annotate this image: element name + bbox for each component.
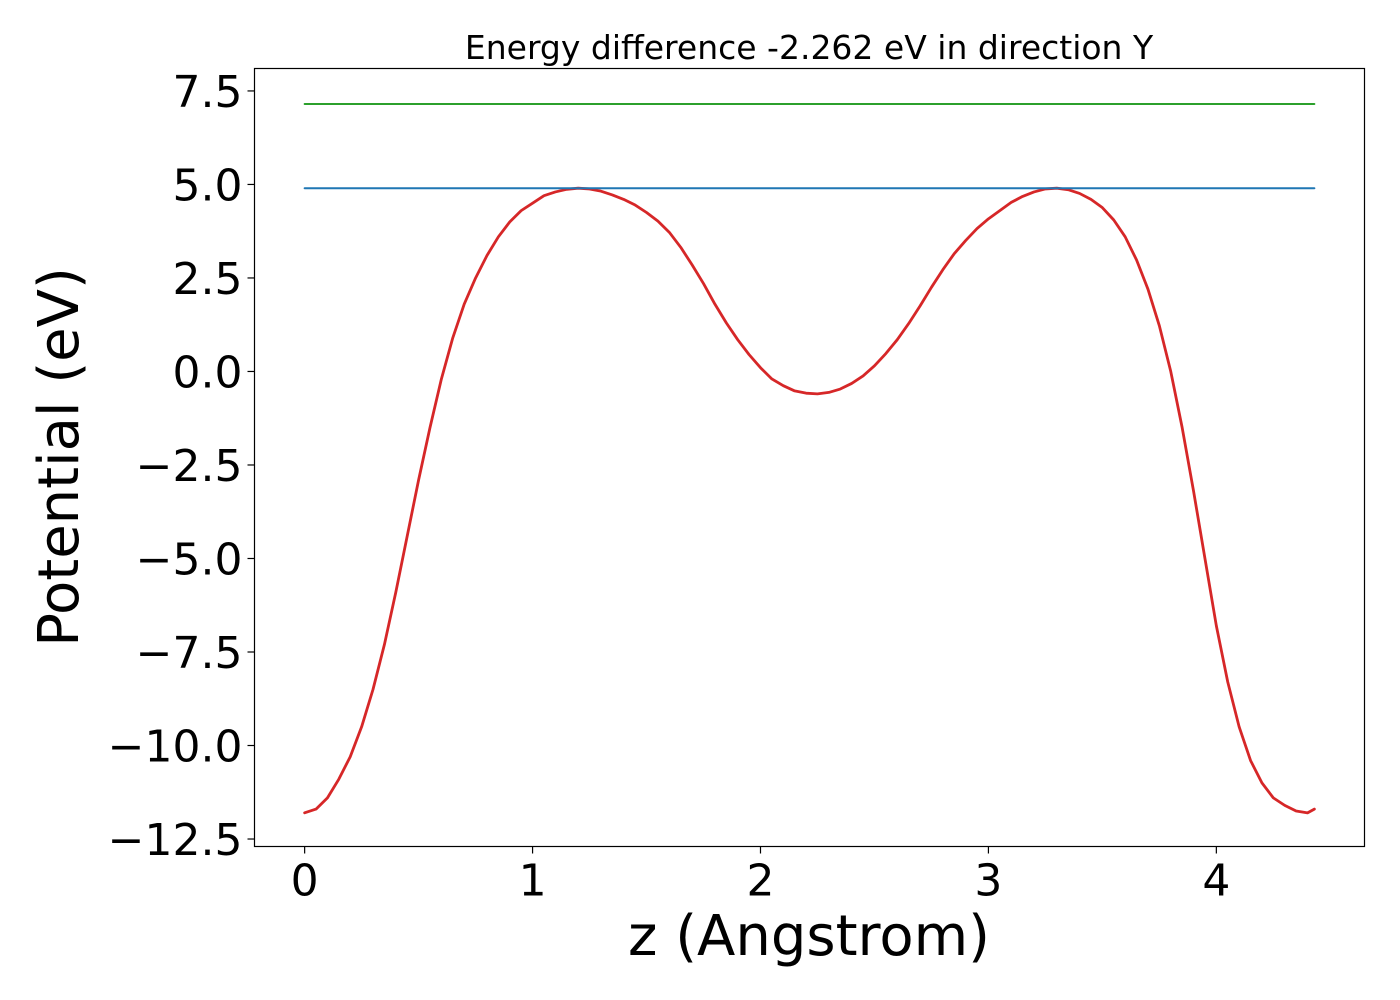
x-axis-ticks: 0 1 2 3 4 xyxy=(291,846,1230,907)
x-tick-label: 2 xyxy=(746,856,774,907)
y-tick-label: 2.5 xyxy=(173,254,243,305)
x-tick-label: 1 xyxy=(519,856,547,907)
y-tick-label: −12.5 xyxy=(108,815,243,866)
chart-title: Energy difference -2.262 eV in direction… xyxy=(465,28,1154,67)
x-tick-label: 3 xyxy=(974,856,1002,907)
x-tick-label: 4 xyxy=(1202,856,1230,907)
y-tick-label: 7.5 xyxy=(173,67,243,118)
x-axis-title: z (Angstrom) xyxy=(628,904,990,969)
y-tick-label: −7.5 xyxy=(136,628,243,679)
y-tick-label: 5.0 xyxy=(173,160,243,211)
x-tick-label: 0 xyxy=(291,856,319,907)
y-tick-label: −10.0 xyxy=(108,722,243,773)
series-line-1 xyxy=(303,186,1316,815)
y-axis-ticks: −12.5 −10.0 −7.5 −5.0 −2.5 0.0 2.5 5.0 7.5 xyxy=(108,67,255,866)
y-tick-label: −2.5 xyxy=(136,441,243,492)
y-tick-label: 0.0 xyxy=(173,347,243,398)
plot-area-frame xyxy=(253,67,1366,848)
y-axis-title: Potential (eV) xyxy=(27,267,92,647)
series-layer xyxy=(303,103,1316,815)
y-tick-label: −5.0 xyxy=(136,534,243,585)
